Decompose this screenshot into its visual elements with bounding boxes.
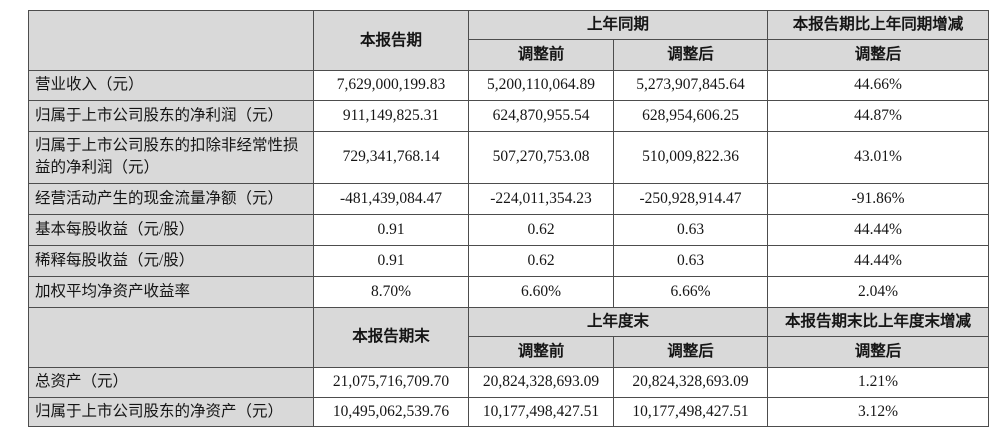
cell-current: 729,341,768.14: [313, 130, 469, 184]
cell-before: 507,270,753.08: [468, 130, 614, 184]
cell-change: 1.21%: [767, 367, 990, 398]
section1-header-adjusted-before: 调整前: [468, 39, 614, 72]
cell-before: -224,011,354.23: [468, 182, 614, 215]
section2-header-prior-year-end-group: 上年度末: [467, 306, 769, 338]
row-label: 稀释每股收益（元/股）: [28, 244, 314, 277]
cell-current: 8.70%: [313, 275, 469, 308]
section2-header-adjusted-before: 调整前: [468, 336, 614, 369]
row-label: 营业收入（元）: [28, 70, 314, 101]
row-label: 归属于上市公司股东的净利润（元）: [28, 99, 314, 132]
row-label: 归属于上市公司股东的扣除非经常性损益的净利润（元）: [28, 130, 314, 184]
table-row-total-assets: 总资产（元） 21,075,716,709.70 20,824,328,693.…: [28, 367, 990, 398]
section1-header-current-period: 本报告期: [313, 9, 469, 72]
section1-corner-cell: [28, 9, 314, 72]
cell-change: 44.87%: [767, 99, 990, 132]
financial-summary-table: 本报告期 上年同期 本报告期比上年同期增减 调整前 调整后 调整后 营业收入（元…: [28, 9, 990, 428]
cell-after: 0.63: [612, 213, 769, 246]
cell-change: 44.44%: [767, 213, 990, 246]
cell-before: 5,200,110,064.89: [468, 70, 614, 101]
cell-after: 6.66%: [612, 275, 769, 308]
section2-header-row-sub: 调整前 调整后 调整后: [29, 336, 990, 369]
cell-change: -91.86%: [767, 182, 990, 215]
section2-header-change-group: 本报告期末比上年度末增减: [767, 306, 990, 338]
cell-change: 44.66%: [767, 70, 990, 101]
section2-header-change-adjusted-after: 调整后: [767, 336, 990, 369]
cell-before: 6.60%: [468, 275, 614, 308]
cell-current: 911,149,825.31: [313, 99, 469, 132]
table-row-operating-cash-flow: 经营活动产生的现金流量净额（元） -481,439,084.47 -224,01…: [28, 182, 990, 215]
section1-header-prior-period-group: 上年同期: [467, 9, 769, 41]
section1-header-change-adjusted-after: 调整后: [767, 39, 990, 72]
row-label: 加权平均净资产收益率: [28, 275, 314, 308]
row-label: 归属于上市公司股东的净资产（元）: [28, 396, 314, 428]
cell-before: 0.62: [468, 244, 614, 277]
cell-after: 5,273,907,845.64: [612, 70, 769, 101]
cell-after: 628,954,606.25: [612, 99, 769, 132]
row-label: 总资产（元）: [28, 367, 314, 398]
section2-corner-cell: [28, 306, 314, 369]
cell-after: 0.63: [612, 244, 769, 277]
cell-change: 43.01%: [767, 130, 990, 184]
table-row-diluted-eps: 稀释每股收益（元/股） 0.91 0.62 0.63 44.44%: [28, 244, 990, 277]
table-row-net-profit: 归属于上市公司股东的净利润（元） 911,149,825.31 624,870,…: [28, 99, 990, 132]
section2-header-adjusted-after: 调整后: [612, 336, 769, 369]
cell-change: 44.44%: [767, 244, 990, 277]
section1-header-change-group: 本报告期比上年同期增减: [767, 9, 990, 41]
table-row-net-assets: 归属于上市公司股东的净资产（元） 10,495,062,539.76 10,17…: [28, 396, 990, 428]
cell-change: 2.04%: [767, 275, 990, 308]
cell-after: 20,824,328,693.09: [612, 367, 769, 398]
section1-header-row-top: 本报告期 上年同期 本报告期比上年同期增减: [28, 9, 990, 72]
cell-before: 10,177,498,427.51: [468, 396, 614, 428]
cell-after: 10,177,498,427.51: [612, 396, 769, 428]
cell-current: 21,075,716,709.70: [313, 367, 469, 398]
cell-current: 0.91: [313, 244, 469, 277]
cell-current: 10,495,062,539.76: [313, 396, 469, 428]
row-label: 基本每股收益（元/股）: [28, 213, 314, 246]
table-row-operating-revenue: 营业收入（元） 7,629,000,199.83 5,200,110,064.8…: [28, 70, 990, 101]
cell-current: -481,439,084.47: [313, 182, 469, 215]
cell-current: 0.91: [313, 213, 469, 246]
cell-change: 3.12%: [767, 396, 990, 428]
table-row-basic-eps: 基本每股收益（元/股） 0.91 0.62 0.63 44.44%: [28, 213, 990, 246]
cell-before: 20,824,328,693.09: [468, 367, 614, 398]
section2-header-row-top: 本报告期末 上年度末 本报告期末比上年度末增减: [28, 306, 990, 369]
cell-before: 624,870,955.54: [468, 99, 614, 132]
row-label: 经营活动产生的现金流量净额（元）: [28, 182, 314, 215]
section1-header-adjusted-after: 调整后: [612, 39, 769, 72]
cell-before: 0.62: [468, 213, 614, 246]
cell-after: -250,928,914.47: [612, 182, 769, 215]
table-row-weighted-avg-roe: 加权平均净资产收益率 8.70% 6.60% 6.66% 2.04%: [28, 275, 990, 308]
section1-header-row-sub: 调整前 调整后 调整后: [29, 39, 990, 72]
table-row-net-profit-excl-nonrecurring: 归属于上市公司股东的扣除非经常性损益的净利润（元） 729,341,768.14…: [28, 130, 990, 184]
cell-current: 7,629,000,199.83: [313, 70, 469, 101]
cell-after: 510,009,822.36: [612, 130, 769, 184]
section2-header-current-period-end: 本报告期末: [313, 306, 469, 369]
